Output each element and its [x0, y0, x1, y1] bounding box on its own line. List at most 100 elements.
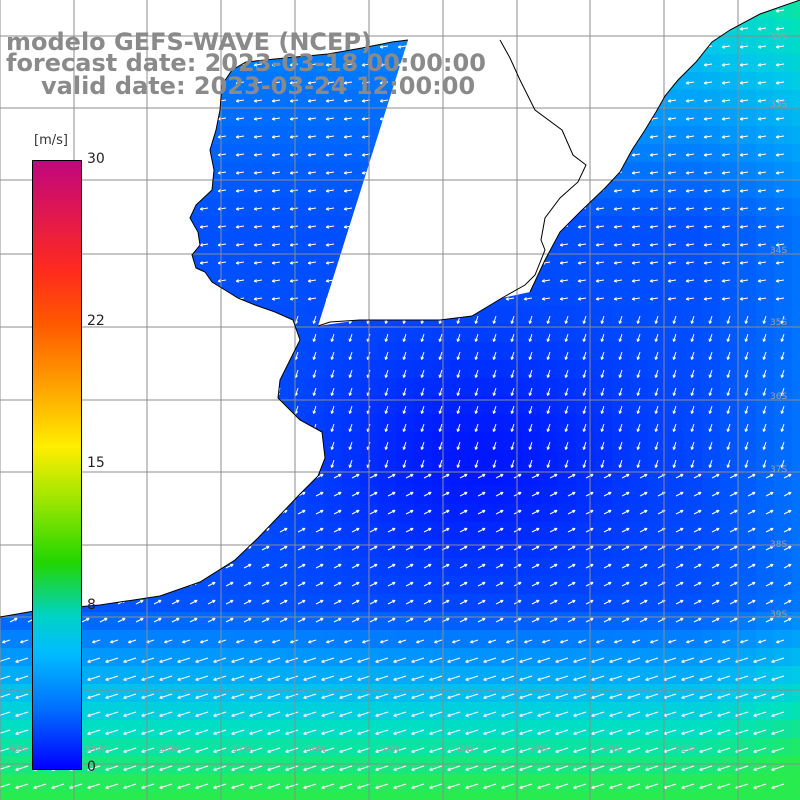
wind-arrow	[411, 747, 425, 753]
wind-speed-cell	[306, 234, 325, 253]
wind-speed-cell	[288, 378, 307, 397]
wind-arrow	[753, 675, 767, 681]
wind-speed-cell	[666, 594, 685, 613]
wind-speed-cell	[108, 648, 127, 667]
wind-arrow	[757, 27, 767, 31]
wind-arrow	[110, 639, 119, 644]
wind-speed-cell	[378, 486, 397, 505]
wind-arrow	[757, 207, 767, 211]
wind-speed-cell	[342, 90, 361, 109]
wind-arrow	[577, 153, 587, 157]
wind-arrow	[402, 423, 407, 432]
wind-speed-cell	[522, 126, 541, 145]
wind-arrow	[649, 153, 659, 157]
wind-speed-cell	[630, 522, 649, 541]
wind-arrow	[15, 783, 29, 789]
wind-speed-cell	[216, 684, 235, 703]
wind-arrow	[91, 117, 101, 121]
wind-speed-cell	[576, 558, 595, 577]
wind-arrow	[681, 693, 695, 699]
wind-arrow	[81, 617, 90, 623]
wind-speed-cell	[270, 648, 289, 667]
wind-arrow	[308, 639, 317, 644]
wind-arrow	[690, 459, 695, 468]
wind-speed-cell	[756, 90, 775, 109]
wind-arrow	[495, 617, 504, 623]
wind-speed-cell	[216, 612, 235, 631]
wind-arrow	[387, 617, 396, 623]
wind-arrow	[771, 675, 785, 681]
wind-speed-cell	[234, 558, 253, 577]
wind-arrow	[387, 581, 396, 587]
wind-speed-cell	[180, 198, 199, 217]
wind-speed-cell	[288, 360, 307, 379]
wind-speed-cell	[378, 720, 397, 739]
wind-arrow	[123, 765, 137, 771]
wind-speed-cell	[630, 666, 649, 685]
wind-speed-cell	[396, 612, 415, 631]
wind-speed-cell	[522, 198, 541, 217]
wind-arrow	[177, 693, 191, 699]
wind-speed-cell	[540, 396, 559, 415]
wind-arrow	[487, 45, 497, 49]
coastline	[0, 0, 800, 618]
wind-speed-cell	[504, 0, 523, 19]
wind-arrow	[721, 9, 731, 13]
wind-speed-cell	[162, 450, 181, 469]
wind-speed-cell	[18, 630, 37, 649]
wind-arrow	[168, 387, 173, 396]
wind-speed-cell	[702, 522, 721, 541]
wind-arrow	[117, 491, 126, 497]
wind-arrow	[189, 563, 198, 569]
wind-arrow	[573, 729, 587, 735]
wind-speed-cell	[702, 468, 721, 487]
wind-arrow	[276, 459, 281, 468]
wind-speed-cell	[234, 342, 253, 361]
wind-arrow	[708, 315, 713, 324]
wind-speed-cell	[288, 54, 307, 73]
wind-arrow	[333, 527, 342, 533]
wind-speed-cell	[18, 702, 37, 721]
wind-speed-cell	[666, 324, 685, 343]
wind-arrow	[528, 333, 533, 342]
wind-speed-cell	[612, 306, 631, 325]
wind-arrow	[537, 693, 551, 699]
wind-speed-cell	[612, 666, 631, 685]
wind-speed-cell	[432, 504, 451, 523]
wind-speed-cell	[36, 0, 55, 19]
wind-speed-cell	[342, 144, 361, 163]
wind-arrow	[325, 99, 335, 103]
wind-speed-cell	[720, 180, 739, 199]
wind-arrow	[416, 639, 425, 644]
wind-arrow	[279, 527, 288, 533]
wind-arrow	[37, 153, 47, 157]
wind-speed-cell	[468, 792, 487, 800]
wind-arrow	[297, 617, 306, 623]
wind-speed-cell	[792, 666, 800, 685]
wind-arrow	[603, 617, 612, 623]
wind-arrow	[153, 599, 162, 605]
wind-speed-cell	[234, 216, 253, 235]
wind-arrow	[531, 563, 540, 569]
wind-speed-cell	[180, 648, 199, 667]
wind-speed-cell	[288, 72, 307, 91]
wind-speed-cell	[576, 792, 595, 800]
wind-speed-cell	[738, 306, 757, 325]
wind-speed-cell	[468, 378, 487, 397]
wind-arrow	[181, 189, 191, 193]
wind-speed-cell	[666, 0, 685, 19]
wind-arrow	[613, 9, 623, 13]
wind-speed-cell	[522, 108, 541, 127]
wind-arrow	[37, 117, 47, 121]
wind-speed-cell	[720, 792, 739, 800]
wind-speed-cell	[306, 54, 325, 73]
wind-speed-cell	[252, 252, 271, 271]
wind-arrow	[618, 387, 623, 396]
wind-arrow	[465, 783, 479, 789]
wind-speed-cell	[666, 396, 685, 415]
wind-speed-cell	[378, 666, 397, 685]
wind-arrow	[19, 189, 29, 193]
wind-arrow	[492, 351, 497, 360]
wind-speed-cell	[414, 612, 433, 631]
wind-speed-cell	[396, 558, 415, 577]
